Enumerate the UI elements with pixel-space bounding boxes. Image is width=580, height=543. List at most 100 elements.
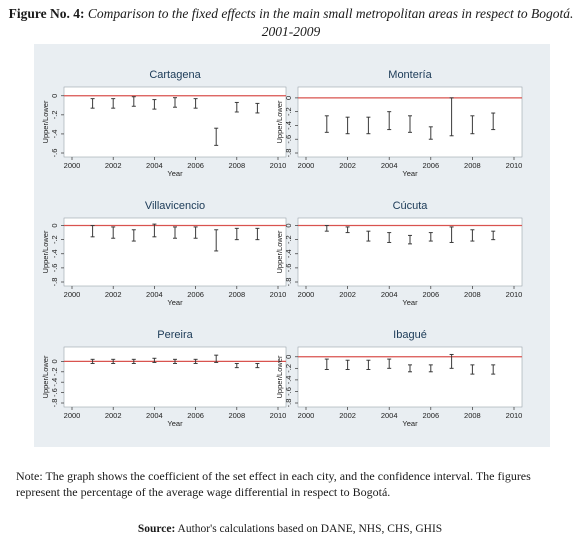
panel-4-interval — [214, 354, 219, 363]
panel-5-ylabel: Upper/Lower — [275, 355, 284, 398]
panel-2-interval — [111, 226, 116, 239]
panel-1-interval — [387, 111, 392, 131]
panel-4-xtick-label: 2006 — [187, 411, 204, 420]
panel-5-interval — [366, 359, 371, 370]
panel-5-interval — [449, 353, 454, 369]
panel-1-xtick-label: 2000 — [298, 161, 315, 170]
panel-3-interval — [366, 230, 371, 242]
panel-4-ylabel: Upper/Lower — [41, 355, 50, 398]
panel-1-interval — [428, 126, 433, 140]
panel-3-ytick-label: 0 — [284, 223, 293, 227]
panel-4-ytick-label: -.4 — [50, 378, 59, 387]
panel-0-title: Cartagena — [149, 69, 201, 81]
charts-grid: Cartagena 2000 2002 2004 2006 2008 2010 Year 0 -.… — [41, 69, 523, 428]
panel-3-title: Cúcuta — [393, 200, 429, 212]
panel-1-ytick-label: -.4 — [284, 121, 293, 130]
panel-2-xtick-label: 2000 — [64, 290, 81, 299]
panel-4: Pereira 2000 2002 2004 2006 2008 2010 Year 0 -.2 -… — [41, 329, 286, 428]
panel-2-ytick-label: -.8 — [50, 278, 59, 287]
panel-3-ytick-label: -.6 — [284, 263, 293, 272]
panel-1-ytick-label: 0 — [284, 96, 293, 100]
panel-4-interval — [152, 357, 157, 363]
panel-1-ylabel: Upper/Lower — [275, 100, 284, 143]
panel-2-ytick-label: -.2 — [50, 235, 59, 244]
figure-label: Figure No. 4: — [8, 6, 85, 21]
panel-4-title: Pereira — [157, 329, 193, 341]
panel-5-ytick-label: 0 — [284, 355, 293, 359]
panel-4-interval — [173, 358, 177, 364]
panel-0-xtick-label: 2006 — [187, 161, 204, 170]
panel-5-ytick-label: -.6 — [284, 387, 293, 396]
panel-2-ytick-label: -.4 — [50, 249, 59, 258]
panel-0-xtick-label: 2008 — [228, 161, 245, 170]
panel-4-ytick-label: -.6 — [50, 388, 59, 397]
panel-4-ytick-label: -.2 — [50, 367, 59, 376]
source-label: Source: — [137, 523, 176, 535]
panel-4-xtick-label: 2010 — [270, 411, 287, 420]
panel-3-xtick-label: 2004 — [381, 290, 398, 299]
panel-2-interval — [152, 223, 157, 238]
panel-2-interval — [173, 226, 177, 239]
panel-3-ytick-label: -.2 — [284, 235, 293, 244]
panel-4-xtick-label: 2008 — [228, 411, 245, 420]
panel-3-ylabel: Upper/Lower — [275, 230, 284, 273]
panel-4-ytick-label: 0 — [50, 359, 59, 363]
panel-1-interval — [324, 115, 329, 133]
panel-0-interval — [111, 98, 116, 109]
panel-2-interval — [131, 229, 136, 242]
panel-0-interval — [173, 97, 177, 108]
panel-3-interval — [387, 232, 392, 243]
panel-1-interval — [491, 112, 496, 131]
panel-1-xtick-label: 2002 — [339, 161, 356, 170]
chart-figure: Cartagena 2000 2002 2004 2006 2008 2010 Year 0 -.… — [34, 44, 550, 447]
panel-1-interval — [345, 116, 350, 135]
panel-1-xtick-label: 2008 — [464, 161, 481, 170]
panel-2-ylabel: Upper/Lower — [41, 230, 50, 273]
figure-note: Note: The graph shows the coefficient of… — [16, 469, 531, 499]
panel-3-ytick-label: -.4 — [284, 249, 293, 258]
panel-4-interval — [234, 362, 239, 369]
panel-2-interval — [214, 229, 219, 252]
panel-3-xlabel: Year — [402, 298, 418, 307]
source-text: Author's calculations based on DANE, NHS… — [177, 523, 443, 535]
panel-3-xtick-label: 2000 — [298, 290, 315, 299]
panel-4-xtick-label: 2002 — [105, 411, 122, 420]
panel-5-interval — [491, 364, 496, 375]
panel-0-interval — [255, 102, 260, 114]
panel-4-ytick-label: -.8 — [50, 399, 59, 408]
panel-0-ytick-label: -.2 — [50, 110, 59, 119]
panel-1-ytick-label: -.6 — [284, 135, 293, 144]
panel-0-interval — [234, 101, 239, 113]
panel-1-xtick-label: 2006 — [422, 161, 439, 170]
panel-2-xtick-label: 2004 — [146, 290, 163, 299]
panel-3-xtick-label: 2002 — [339, 290, 356, 299]
panel-5-xtick-label: 2002 — [339, 411, 356, 420]
panel-5-interval — [324, 358, 329, 370]
panel-5-interval — [470, 364, 475, 375]
panel-0-interval — [131, 96, 136, 107]
panel-3-interval — [324, 225, 329, 232]
panel-2-interval — [234, 227, 239, 241]
panel-2-xtick-label: 2002 — [105, 290, 122, 299]
panel-2-interval — [193, 226, 198, 239]
panel-4-xtick-label: 2000 — [64, 411, 81, 420]
panel-5-ytick-label: -.2 — [284, 364, 293, 373]
panel-5-ytick-label: -.8 — [284, 399, 293, 408]
panel-2-ytick-label: 0 — [50, 223, 59, 227]
panel-0-xtick-label: 2002 — [105, 161, 122, 170]
panel-4-interval — [111, 358, 116, 364]
panel-4-plot-area — [63, 346, 287, 408]
panel-1-xlabel: Year — [402, 169, 418, 178]
panel-2-xtick-label: 2006 — [187, 290, 204, 299]
panel-3-interval — [428, 232, 433, 242]
panel-4-interval — [90, 358, 95, 364]
panel-5-xtick-label: 2008 — [464, 411, 481, 420]
panel-2-xlabel: Year — [167, 298, 183, 307]
panel-0-interval — [214, 127, 219, 146]
panel-0-xtick-label: 2004 — [146, 161, 163, 170]
panel-5-xtick-label: 2004 — [381, 411, 398, 420]
panel-5-ytick-label: -.4 — [284, 376, 293, 385]
panel-2-interval — [255, 227, 260, 241]
panel-1-interval — [470, 115, 475, 135]
panel-3-xtick-label: 2010 — [506, 290, 523, 299]
